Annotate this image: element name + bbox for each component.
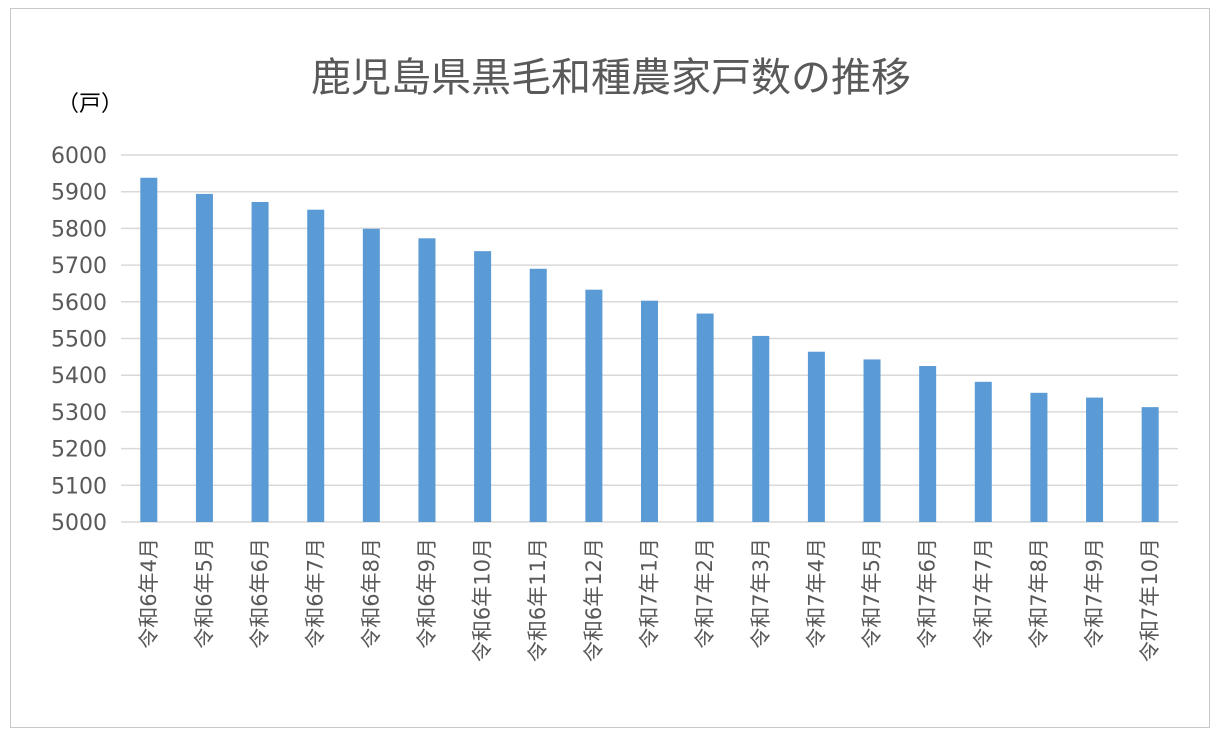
bar [307,209,325,523]
y-tick-label: 5000 [51,511,107,536]
x-tick-label: 令和7年10月 [1138,538,1162,662]
y-tick-label: 5300 [51,401,107,426]
chart-frame: 鹿児島県黒毛和種農家戸数の推移 （戸） 5000 5100 5200 5300 5400… [10,8,1210,728]
y-tick-label: 5600 [51,291,107,316]
bar [1086,397,1104,522]
y-tick-label: 5800 [51,217,107,242]
bar-chart: 鹿児島県黒毛和種農家戸数の推移 （戸） 5000 5100 5200 5300 5400… [51,55,1178,662]
x-tick-label: 令和7年4月 [804,538,828,649]
x-tick-label: 令和6年10月 [471,538,495,662]
x-tick-label: 令和6年11月 [526,538,550,662]
bar [140,177,158,522]
bar [529,268,547,522]
x-tick-label: 令和7年8月 [1027,538,1051,649]
x-tick-label: 令和6年6月 [248,538,272,649]
bar [585,289,603,522]
y-tick-label: 5200 [51,438,107,463]
y-tick-label: 5700 [51,254,107,279]
y-tick-label: 5900 [51,181,107,206]
x-tick-label: 令和7年5月 [860,538,884,649]
x-tick-label: 令和7年1月 [638,538,662,649]
x-tick-label: 令和7年3月 [749,538,773,649]
x-tick-label: 令和7年7月 [971,538,995,649]
bar [641,300,658,522]
bar [863,359,881,522]
x-tick-label: 令和6年9月 [415,538,439,649]
y-axis-ticks: 5000 5100 5200 5300 5400 5500 5600 5700 5800 5900… [51,144,107,536]
bar [974,381,992,522]
y-axis-unit-label: （戸） [57,92,123,117]
x-axis-ticks: 令和6年4月 令和6年5月 令和6年6月 令和6年7月 令和6年8月 令和6年9月 令和6年… [137,538,1162,662]
bar [474,251,492,523]
bar [696,313,714,522]
bar [1141,407,1159,522]
x-tick-label: 令和7年2月 [693,538,717,649]
bar [1030,392,1048,522]
bar [418,238,436,522]
x-tick-label: 令和7年9月 [1083,538,1107,649]
bar [807,351,825,522]
bar [919,366,937,522]
bar [752,335,770,522]
x-tick-label: 令和7年6月 [916,538,940,649]
x-tick-label: 令和6年7月 [304,538,328,649]
x-tick-label: 令和6年12月 [582,538,606,662]
y-tick-label: 6000 [51,144,107,169]
y-tick-label: 5400 [51,364,107,389]
bar [362,228,380,522]
bar [251,201,269,522]
x-tick-label: 令和6年8月 [359,538,383,649]
y-tick-label: 5100 [51,474,107,499]
y-tick-label: 5500 [51,328,107,353]
x-tick-label: 令和6年4月 [137,538,161,649]
bar [195,193,213,523]
x-tick-label: 令和6年5月 [192,538,216,649]
chart-title: 鹿児島県黒毛和種農家戸数の推移 [311,55,911,101]
bars [140,177,1159,523]
